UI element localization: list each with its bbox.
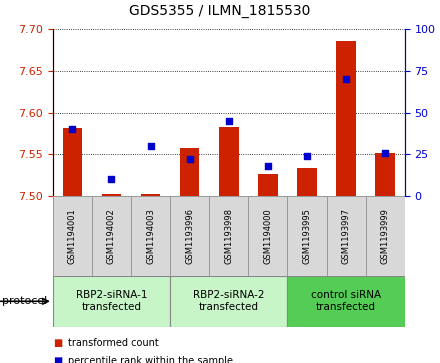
Text: RBP2-siRNA-1
transfected: RBP2-siRNA-1 transfected [76,290,147,312]
Bar [287,196,326,276]
Text: GSM1194003: GSM1194003 [146,208,155,264]
Bar [53,196,92,276]
Text: control siRNA
transfected: control siRNA transfected [311,290,381,312]
Bar [62,127,82,196]
Bar [131,196,170,276]
Bar [102,193,121,196]
Point [225,118,232,124]
Point [382,150,389,155]
Bar [141,194,160,196]
Bar [170,196,209,276]
Bar [297,168,317,196]
Text: GSM1193997: GSM1193997 [341,208,351,264]
Text: transformed count: transformed count [68,338,159,348]
Bar [326,196,366,276]
Point [343,76,350,82]
Text: GSM1193995: GSM1193995 [303,208,312,264]
Text: GSM1193998: GSM1193998 [224,208,233,264]
Text: GSM1194001: GSM1194001 [68,208,77,264]
Point [264,163,271,169]
Bar [92,196,131,276]
Text: RBP2-siRNA-2
transfected: RBP2-siRNA-2 transfected [193,290,264,312]
Bar [170,276,287,327]
Point [108,176,115,182]
Bar [53,276,170,327]
Bar [336,41,356,196]
Point [186,156,193,162]
Point [304,153,311,159]
Bar [248,196,287,276]
Bar [209,196,248,276]
Text: GSM1193996: GSM1193996 [185,208,194,264]
Point [69,126,76,132]
Text: ■: ■ [53,338,62,348]
Text: ■: ■ [53,356,62,363]
Bar [180,148,199,196]
Text: GSM1194002: GSM1194002 [107,208,116,264]
Bar [219,127,238,196]
Bar [375,152,395,196]
Text: GSM1194000: GSM1194000 [264,208,272,264]
Bar [287,276,405,327]
Bar [366,196,405,276]
Text: GSM1193999: GSM1193999 [381,208,390,264]
Text: percentile rank within the sample: percentile rank within the sample [68,356,233,363]
Text: protocol: protocol [2,296,48,306]
Point [147,143,154,149]
Text: GDS5355 / ILMN_1815530: GDS5355 / ILMN_1815530 [129,4,311,18]
Bar [258,174,278,196]
